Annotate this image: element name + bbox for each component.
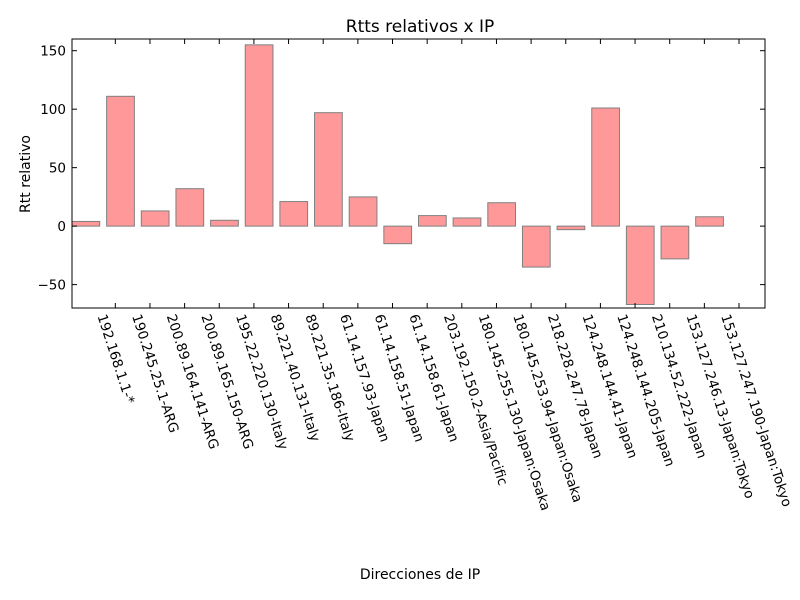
- bars-group: [71, 44, 724, 305]
- bar-6: [244, 44, 274, 227]
- y-axis: −50 0 50 100 150: [38, 44, 765, 294]
- bar-10: [383, 225, 413, 245]
- chart-title: Rtts relativos x IP: [346, 17, 494, 37]
- bar-19: [695, 216, 724, 227]
- bar-18: [660, 225, 690, 260]
- bar-3: [140, 210, 170, 227]
- y-axis-label: Rtt relativo: [18, 135, 34, 213]
- x-axis: 192.168.1.1-*190.245.25.1-ARG200.89.164.…: [94, 39, 795, 513]
- bar-13: [487, 202, 517, 227]
- y-tick-label-3: 50: [49, 161, 66, 177]
- bar-9: [348, 196, 378, 227]
- y-tick-label-5: 150: [40, 44, 66, 60]
- x-axis-label: Direcciones de IP: [360, 567, 480, 583]
- plot-frame: [71, 38, 766, 309]
- bar-14: [521, 225, 551, 268]
- bar-16: [591, 107, 620, 227]
- bar-1: [71, 220, 101, 227]
- bar-12: [452, 217, 482, 227]
- bar-17: [625, 225, 655, 305]
- bar-7: [279, 201, 309, 227]
- bar-8: [314, 112, 343, 227]
- x-tick-label-11: 203.192.150.2-Asia/Pacific: [440, 312, 511, 487]
- y-tick-label-4: 100: [40, 102, 66, 118]
- bar-11: [418, 215, 447, 227]
- bar-2: [106, 95, 135, 227]
- x-tick-label-1: 192.168.1.1-*: [94, 312, 138, 406]
- y-tick-label-1: −50: [38, 278, 67, 294]
- bar-4: [175, 188, 205, 227]
- bar-5: [210, 219, 239, 227]
- y-tick-label-2: 0: [57, 219, 66, 235]
- bar-15: [556, 225, 586, 231]
